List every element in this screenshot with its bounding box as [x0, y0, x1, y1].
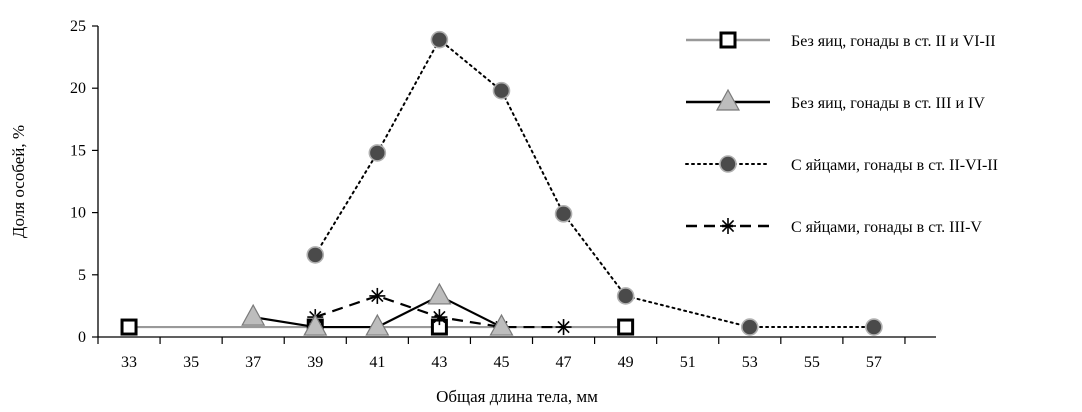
x-axis-label: Общая длина тела, мм [436, 387, 598, 406]
legend-label: Без яиц, гонады в ст. III и IV [791, 95, 985, 112]
legend-item-0: Без яиц, гонады в ст. II и VI-II [686, 31, 996, 50]
x-tick-label: 35 [183, 354, 199, 371]
data-point [555, 319, 572, 336]
legend-label: С яйцами, гонады в ст. III-V [791, 219, 982, 236]
data-point [303, 313, 328, 336]
data-point [489, 313, 514, 336]
data-point [427, 282, 452, 305]
x-tick-label: 49 [618, 354, 634, 371]
asterisk-stroke [557, 320, 570, 334]
x-tick-label: 37 [245, 354, 261, 371]
legend-item-2: С яйцами, гонады в ст. II-VI-II [685, 155, 998, 174]
data-point [368, 144, 387, 162]
data-point [492, 81, 511, 100]
x-tick-label: 43 [431, 354, 447, 371]
x-tick-label: 53 [742, 354, 758, 371]
legend-item-3: С яйцами, гонады в ст. III-V [686, 218, 982, 236]
series-line [314, 38, 875, 329]
data-point [120, 318, 138, 336]
data-point [306, 246, 325, 264]
axes [97, 26, 936, 338]
x-tick-label: 47 [556, 354, 572, 371]
data-point [241, 303, 266, 326]
data-point [865, 318, 883, 336]
x-tick-label: 41 [369, 354, 385, 371]
data-point [365, 313, 390, 336]
data-point [616, 287, 635, 305]
y-tick-label: 25 [70, 18, 86, 35]
legend-marker [715, 88, 741, 111]
x-tick-label: 55 [804, 354, 820, 371]
data-point [617, 318, 635, 336]
x-tick-label: 51 [680, 354, 696, 371]
y-tick-label: 5 [78, 267, 86, 284]
x-tick-label: 39 [307, 354, 323, 371]
data-point [431, 309, 448, 326]
x-ticks: 33 35 37 39 41 43 45 47 49 51 53 55 57 [97, 337, 906, 371]
y-tick-label: 20 [70, 80, 86, 97]
x-tick-label: 57 [866, 354, 882, 371]
y-tick-label: 10 [70, 205, 86, 222]
legend-marker [719, 155, 737, 173]
legend-marker [720, 218, 736, 234]
legend-marker [719, 31, 737, 49]
data-point [554, 205, 573, 223]
legend-label: С яйцами, гонады в ст. II-VI-II [791, 157, 998, 174]
y-tick-label: 15 [70, 142, 86, 159]
data-point [369, 287, 386, 304]
data-point [430, 30, 449, 49]
legend-item-1: Без яиц, гонады в ст. III и IV [686, 88, 985, 112]
y-axis-label: Доля особей, % [9, 125, 28, 238]
legend-label: Без яиц, гонады в ст. II и VI-II [791, 33, 996, 50]
y-ticks: 0 5 10 15 20 25 [70, 18, 98, 346]
series-layer [120, 30, 883, 336]
data-point [740, 318, 759, 336]
asterisk-stroke [721, 219, 735, 233]
asterisk-stroke [371, 289, 384, 303]
x-tick-label: 33 [121, 354, 137, 371]
x-tick-label: 45 [493, 354, 509, 371]
asterisk-stroke [433, 310, 446, 324]
series-2 [306, 30, 883, 336]
series-1 [241, 282, 514, 336]
y-tick-label: 0 [78, 329, 86, 346]
legend: Без яиц, гонады в ст. II и VI-II Без яиц,… [685, 31, 998, 236]
